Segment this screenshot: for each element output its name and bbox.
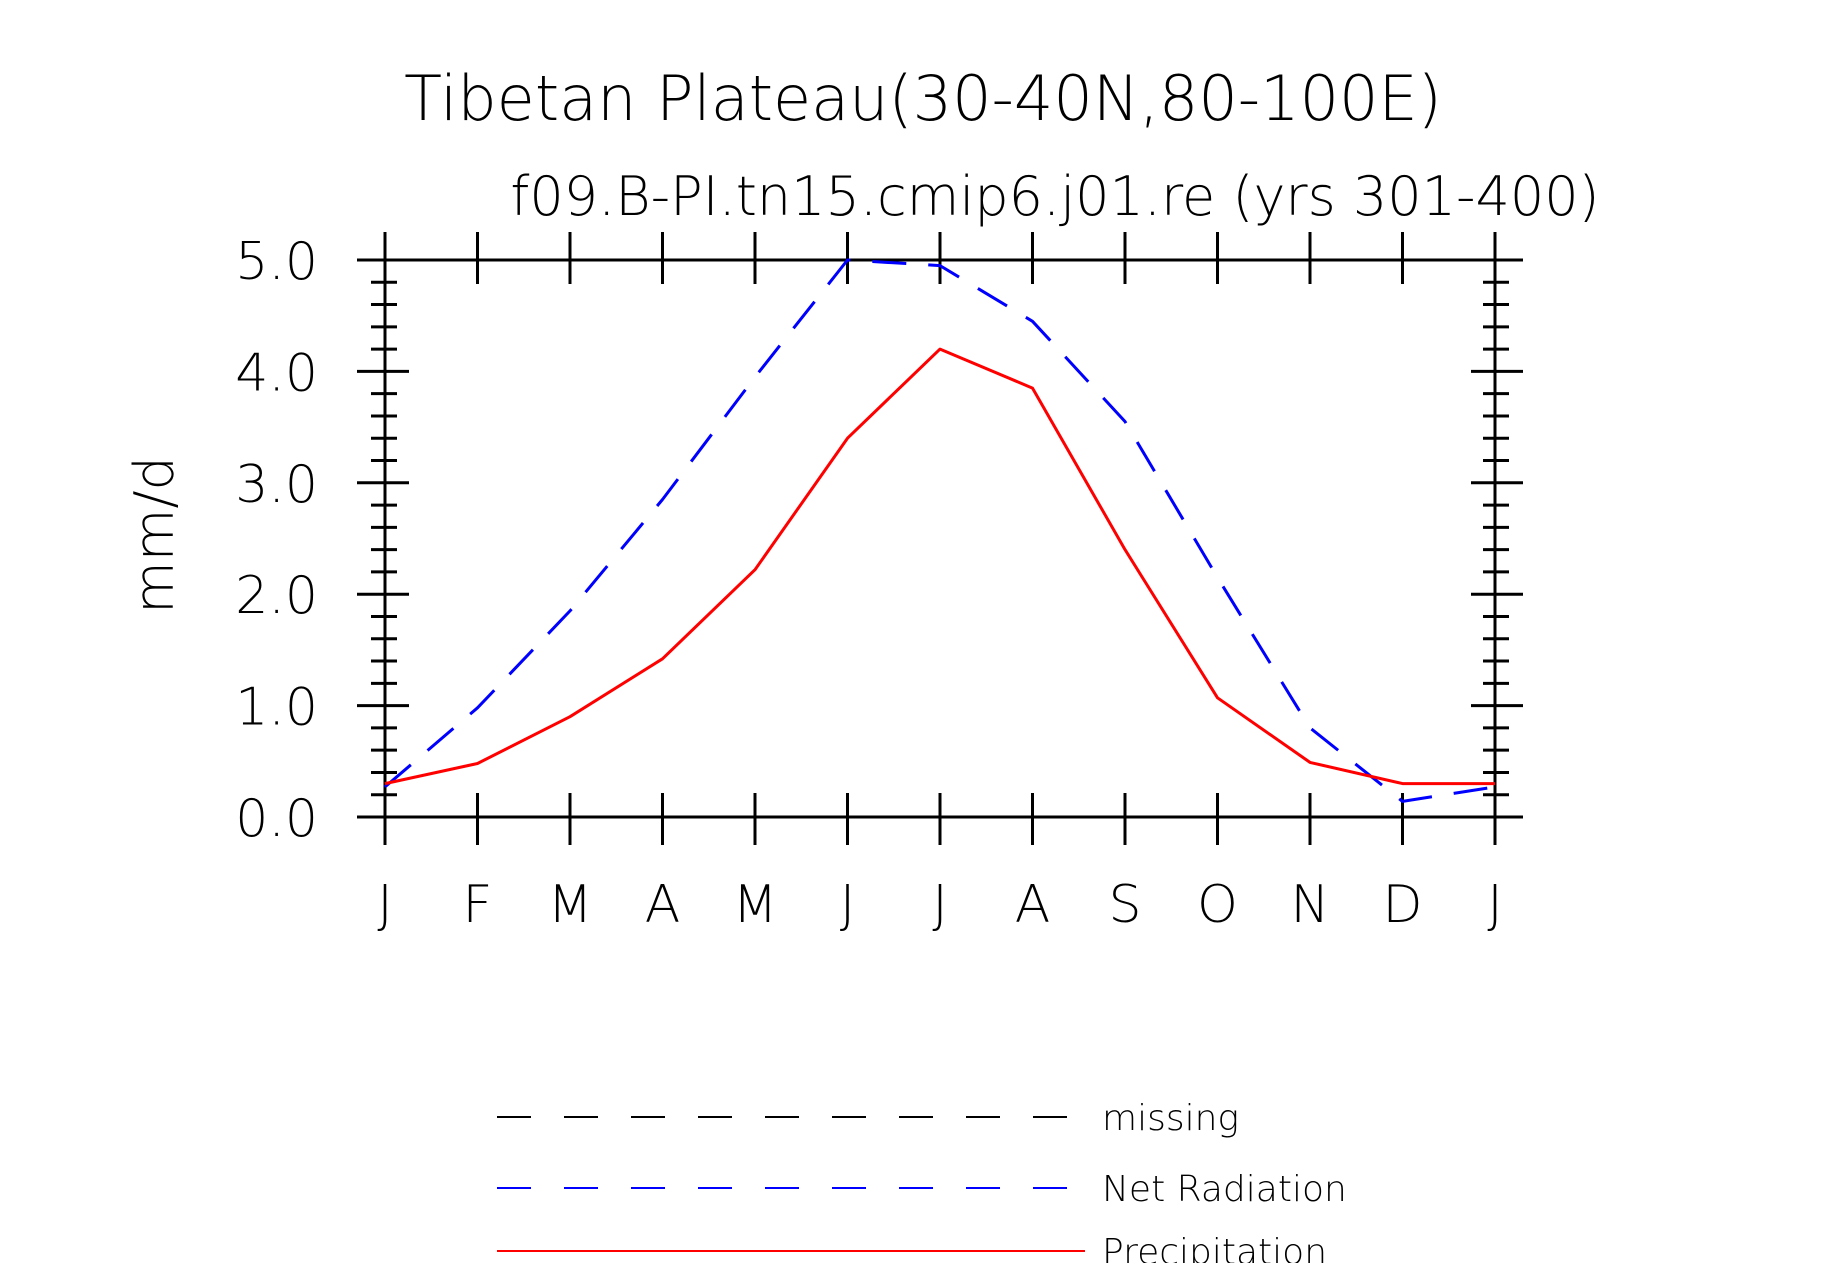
x-tick-label: F xyxy=(463,875,493,935)
series-line-precipitation xyxy=(384,347,1495,786)
x-tick-label: S xyxy=(1108,875,1141,935)
legend-label: Net Radiation xyxy=(1102,1169,1347,1210)
y-tick-label: 4.0 xyxy=(235,343,318,403)
legend-label: Precipitation xyxy=(1102,1232,1327,1263)
x-tick-label: A xyxy=(1015,875,1051,935)
x-tick-label: A xyxy=(645,875,681,935)
legend-label: missing xyxy=(1102,1098,1239,1139)
y-tick-label: 0.0 xyxy=(235,789,318,849)
x-tick-label: M xyxy=(548,875,593,935)
x-tick-label: J xyxy=(377,875,392,935)
y-tick-label: 5.0 xyxy=(235,232,318,292)
y-axis-label: mm/d xyxy=(123,456,186,614)
x-tick-label: J xyxy=(1487,875,1502,935)
chart-series xyxy=(384,258,1496,803)
x-tick-label: M xyxy=(733,875,778,935)
plot-frame xyxy=(383,258,1497,819)
chart-axes: J F M A M J J A S O N D J0.01.02.03.04.05.0 xyxy=(235,232,1523,935)
series-line-net-radiation xyxy=(384,258,1496,803)
chart-subtitle: f09.B-PI.tn15.cmip6.j01.re (yrs 301-400) xyxy=(510,165,1599,228)
y-tick-label: 2.0 xyxy=(235,566,318,626)
y-tick-label: 1.0 xyxy=(235,678,318,738)
x-tick-label: J xyxy=(932,875,947,935)
x-tick-label: J xyxy=(840,875,855,935)
x-tick-label: O xyxy=(1197,875,1238,935)
x-tick-label: N xyxy=(1291,875,1330,935)
x-tick-label: D xyxy=(1382,875,1422,935)
chart-legend: missing Net Radiation Precipitation xyxy=(497,1098,1347,1263)
y-tick-label: 3.0 xyxy=(235,455,318,515)
chart-title: Tibetan Plateau(30-40N,80-100E) xyxy=(404,62,1442,135)
